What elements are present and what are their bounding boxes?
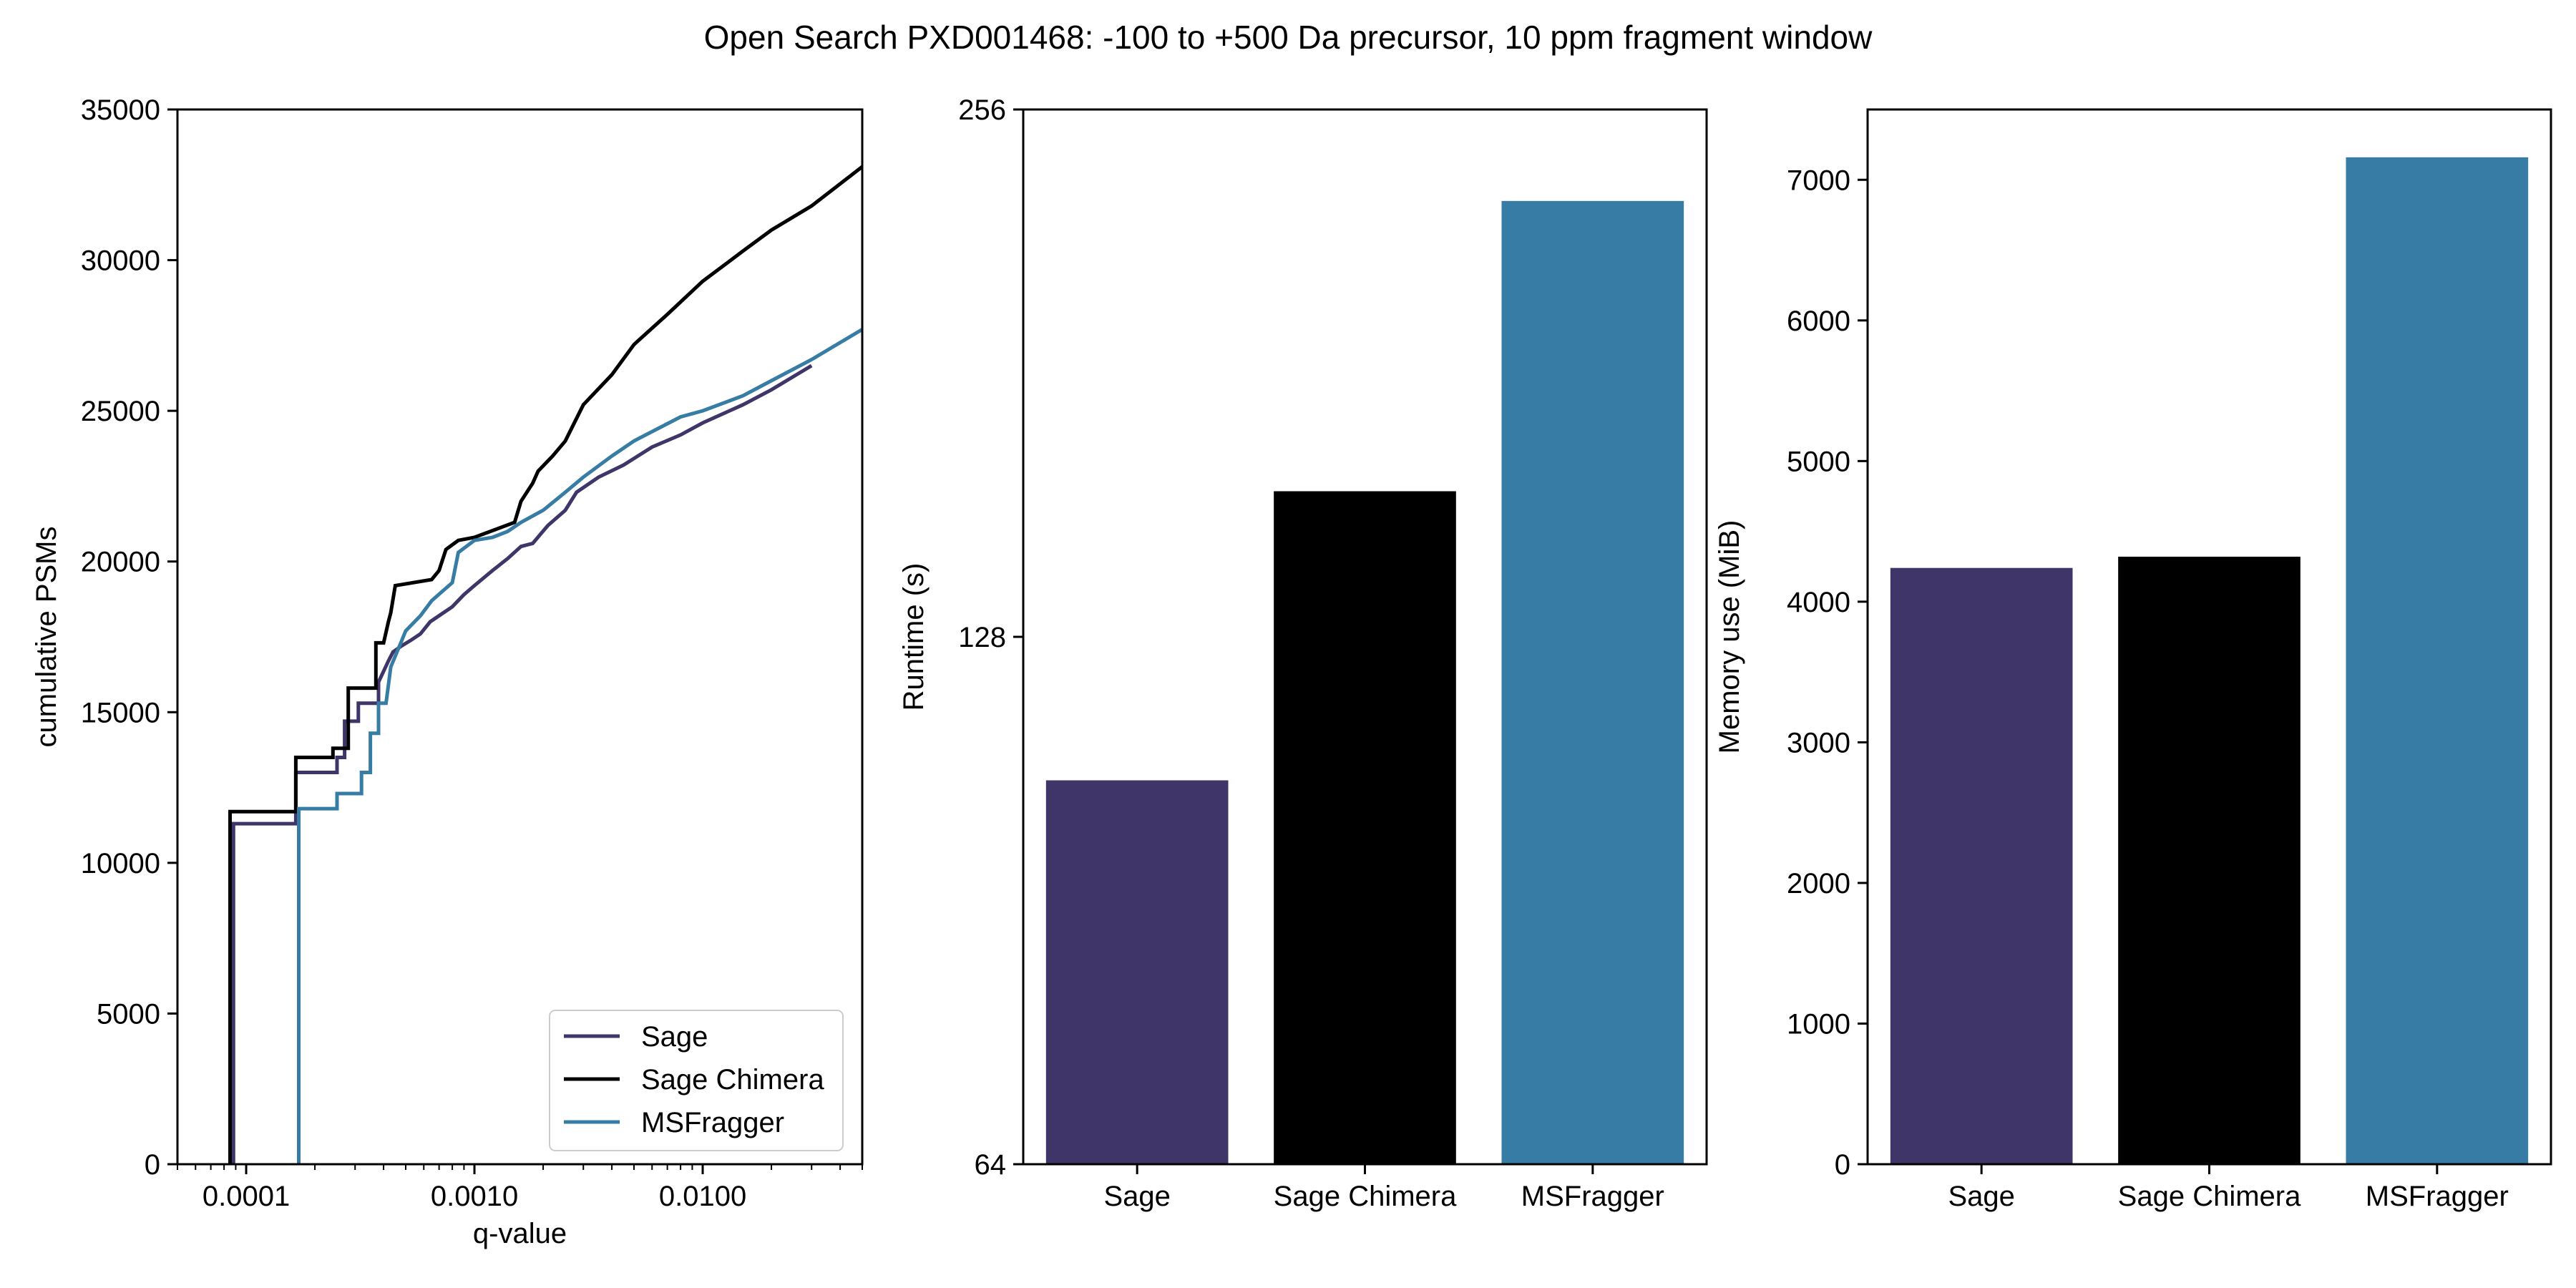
psm-curve-panel: 0 5000 10000 15000 20000 25000 30000 35000 0.000… — [31, 94, 864, 1249]
bar-msfragger — [2346, 157, 2529, 1165]
y-tick-label: 256 — [958, 94, 1006, 126]
series-line-msfragger — [297, 328, 862, 1164]
x-tick-label: Sage — [1948, 1181, 2014, 1212]
y-tick-label: 35000 — [81, 94, 160, 126]
plot-frame — [1866, 108, 2552, 1166]
y-axis-label: Runtime (s) — [898, 563, 930, 711]
runtime-bar-panel: Sage Sage Chimera MSFragger 64 128 256 Runtime… — [898, 94, 1708, 1212]
y-tick-label: 20000 — [81, 547, 160, 578]
x-tick-label: MSFragger — [2366, 1181, 2509, 1212]
x-tick-label: Sage — [1103, 1181, 1170, 1212]
y-axis-label: Memory use (MiB) — [1714, 520, 1745, 754]
bar-sage-chimera — [2118, 556, 2301, 1164]
x-tick-label: MSFragger — [1521, 1181, 1664, 1212]
y-tick-label: 25000 — [81, 396, 160, 427]
y-tick-label: 3000 — [1787, 727, 1850, 758]
y-tick-label: 0 — [1835, 1149, 1850, 1181]
y-tick-label: 7000 — [1787, 165, 1850, 196]
bar-msfragger — [1501, 200, 1684, 1165]
series-line-sage — [231, 364, 813, 1164]
y-tick-label: 5000 — [97, 998, 160, 1030]
legend-label: Sage Chimera — [641, 1064, 824, 1096]
memory-bar-panel: Sage Sage Chimera MSFragger 0 1000 2000 3000 40… — [1714, 108, 2552, 1212]
y-tick-label: 15000 — [81, 697, 160, 728]
y-tick-label: 6000 — [1787, 306, 1850, 337]
x-tick-label: 0.0100 — [659, 1181, 746, 1212]
y-tick-label: 64 — [975, 1149, 1007, 1181]
y-tick-label: 1000 — [1787, 1008, 1850, 1040]
legend-label: Sage — [641, 1021, 708, 1053]
y-tick-label: 4000 — [1787, 587, 1850, 618]
y-axis-label: cumulative PSMs — [31, 527, 62, 748]
bar-sage-chimera — [1274, 491, 1456, 1164]
psm-series-group — [228, 165, 862, 1164]
legend-box — [549, 1010, 844, 1151]
y-tick-label: 2000 — [1787, 868, 1850, 899]
bar-sage — [1890, 567, 2073, 1164]
x-tick-label: Sage Chimera — [2118, 1181, 2301, 1212]
x-axis-label: q-value — [473, 1218, 567, 1249]
y-tick-label: 0 — [145, 1149, 160, 1181]
legend-label: MSFragger — [641, 1107, 784, 1138]
x-tick-label: Sage Chimera — [1274, 1181, 1457, 1212]
bar-sage — [1045, 780, 1229, 1164]
legend: Sage Sage Chimera MSFragger — [549, 1010, 844, 1151]
plot-frame — [1022, 108, 1708, 1166]
series-line-sage-chimera — [228, 165, 862, 1164]
plot-frame — [176, 108, 864, 1166]
x-tick-label: 0.0010 — [431, 1181, 518, 1212]
y-tick-label: 10000 — [81, 848, 160, 879]
y-tick-label: 30000 — [81, 245, 160, 277]
y-tick-label: 128 — [958, 622, 1006, 653]
x-tick-label: 0.0001 — [203, 1181, 290, 1212]
y-tick-label: 5000 — [1787, 446, 1850, 477]
figure-title: Open Search PXD001468: -100 to +500 Da p… — [704, 19, 1873, 56]
